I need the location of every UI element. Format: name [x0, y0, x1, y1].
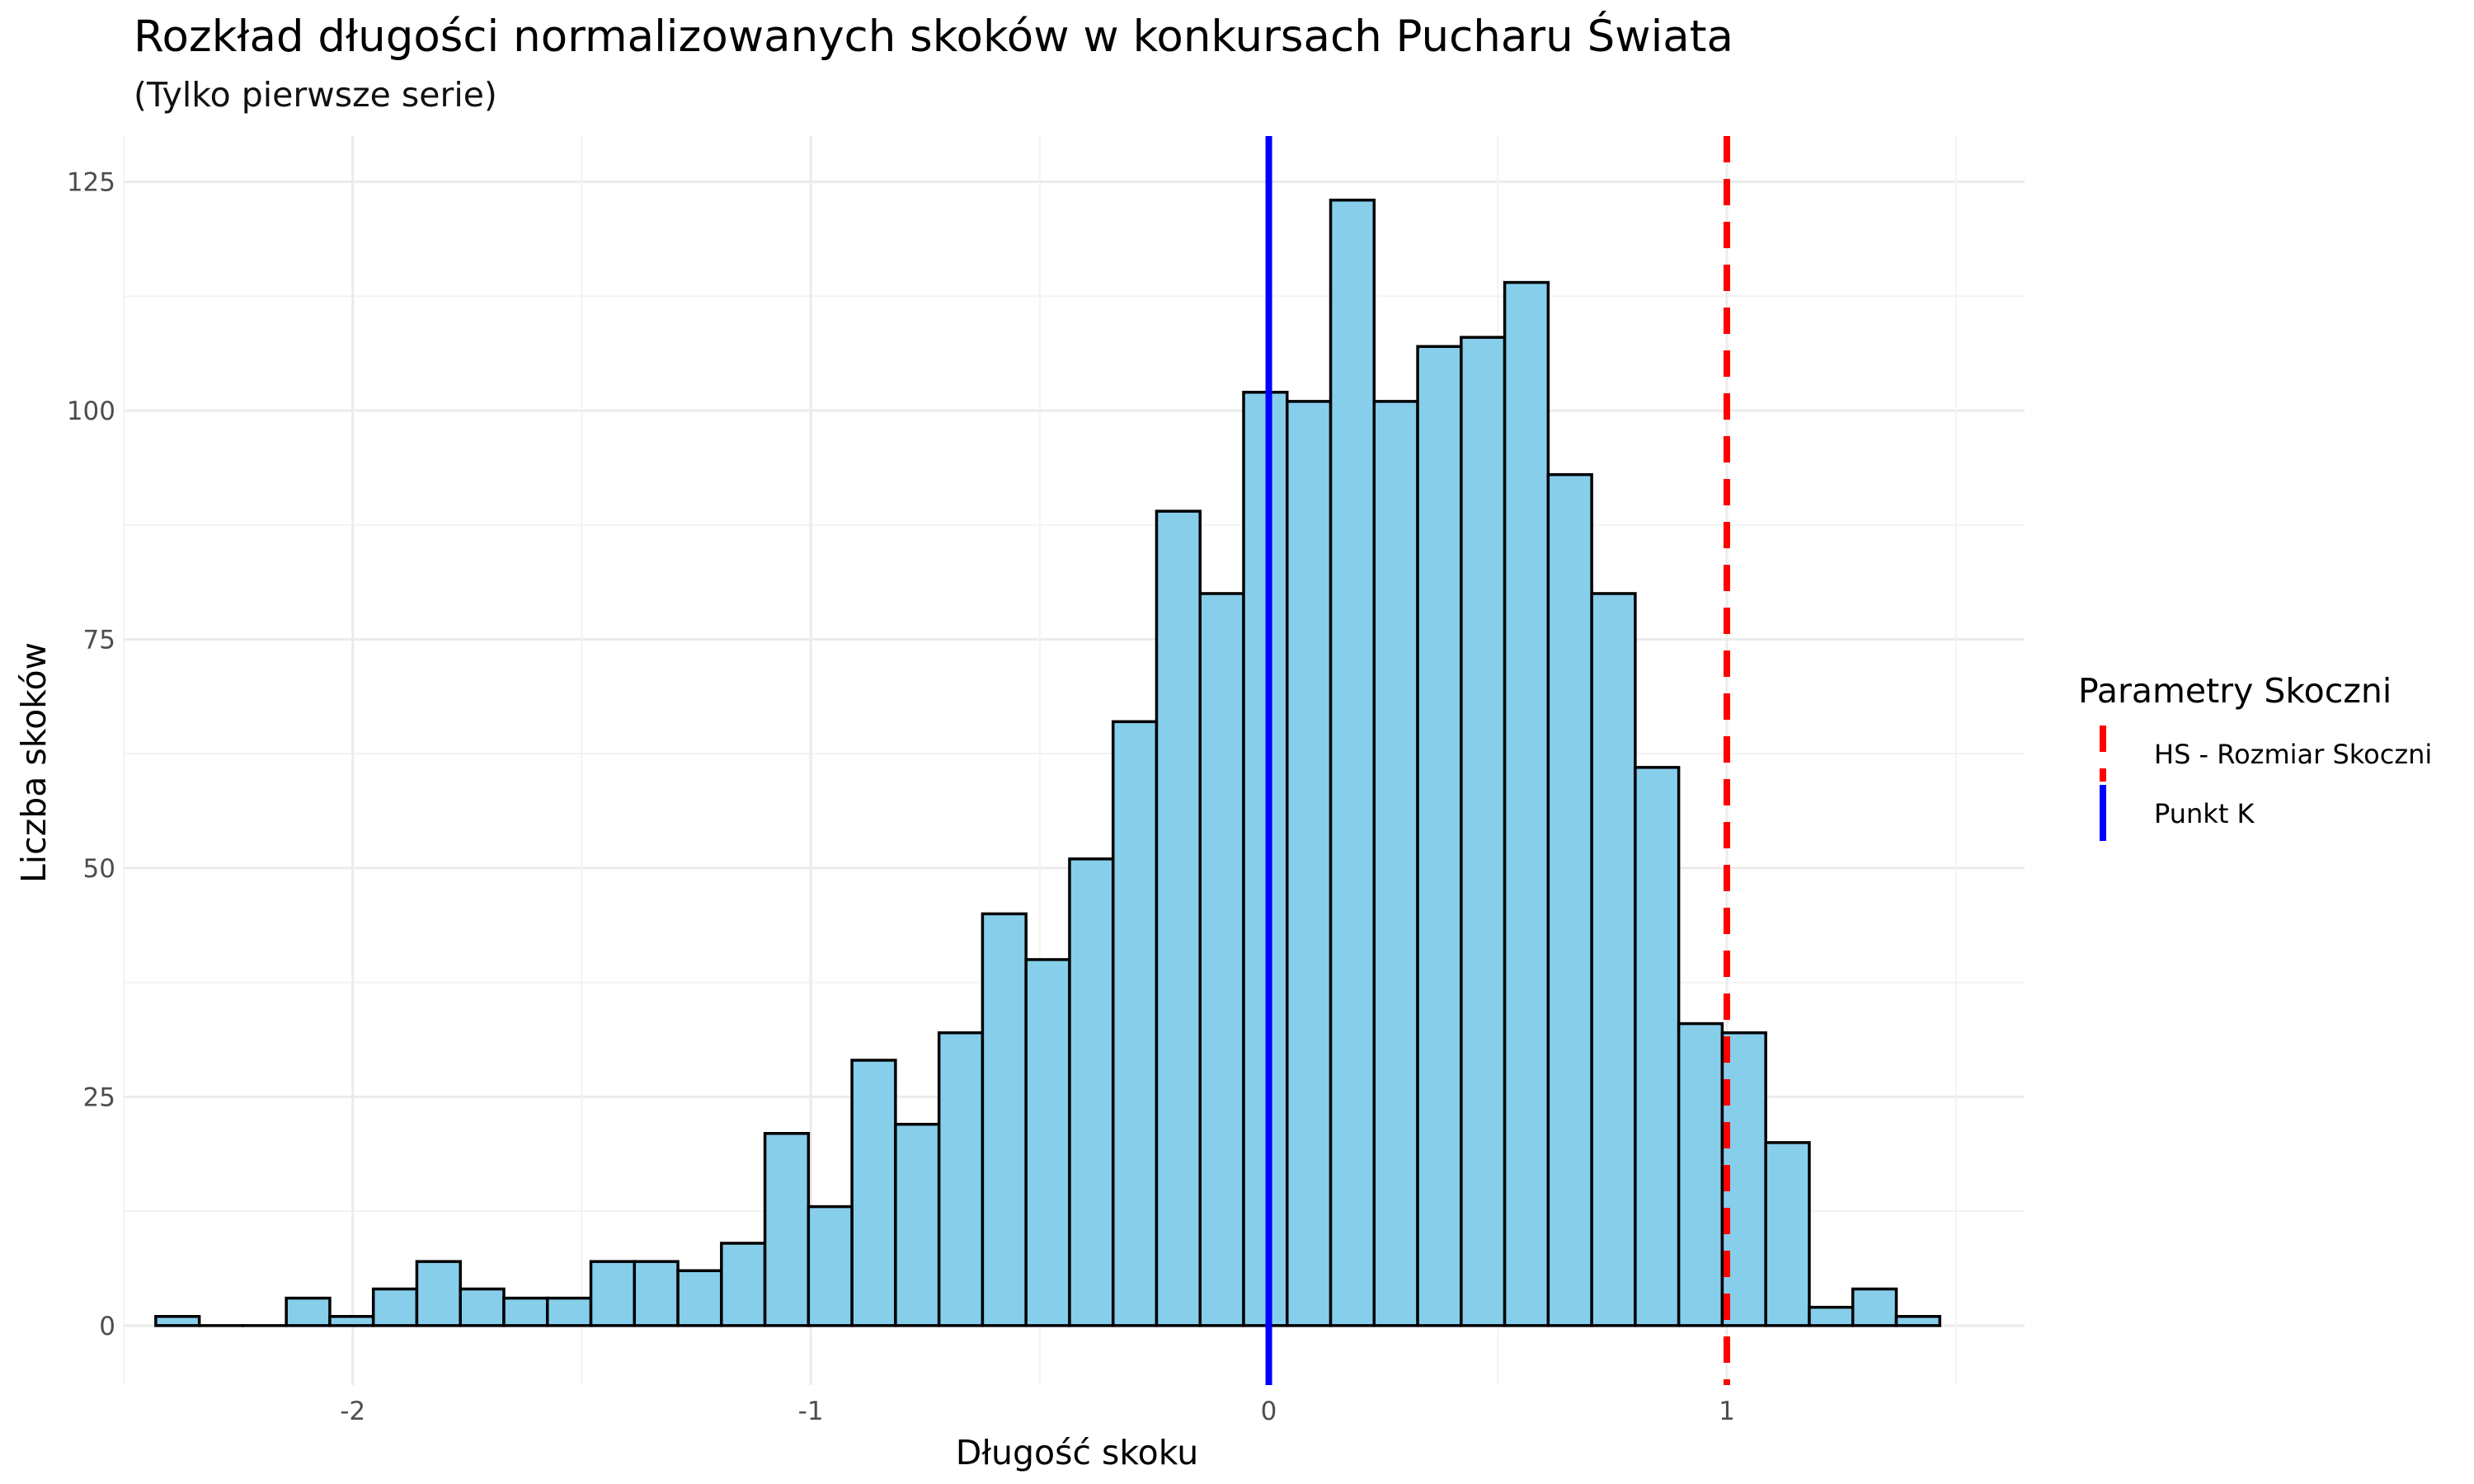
histogram-bar [1024, 958, 1071, 1327]
histogram-bar [589, 1260, 637, 1327]
histogram-bar [1286, 400, 1333, 1327]
histogram-bar [1590, 592, 1637, 1327]
histogram-bar [1546, 472, 1593, 1327]
y-axis-ticks: 0 25 50 75 100 125 [67, 167, 115, 1341]
histogram-bar [633, 1260, 680, 1327]
x-tick-label: 1 [1719, 1397, 1735, 1426]
histogram-bar [937, 1031, 985, 1327]
histogram-bar [1677, 1021, 1724, 1327]
histogram-bar [1764, 1141, 1811, 1327]
x-axis-title: Długość skoku [956, 1433, 1198, 1472]
y-tick-label: 100 [67, 397, 115, 426]
legend-title: Parametry Skoczni [2078, 671, 2392, 711]
histogram-bar [1460, 336, 1507, 1327]
histogram-bar [850, 1059, 897, 1327]
y-tick-label: 0 [99, 1312, 115, 1341]
histogram-bar [415, 1260, 462, 1327]
x-tick-label: 0 [1261, 1397, 1277, 1426]
histogram-bar [1155, 510, 1202, 1327]
y-axis-title: Liczba skoków [14, 642, 54, 883]
histogram-bar [1329, 198, 1376, 1327]
histogram-bars [154, 198, 1941, 1327]
histogram-bar [1894, 1315, 1941, 1327]
histogram-bar [1111, 720, 1159, 1327]
histogram-bar [1198, 592, 1245, 1327]
histogram-bar [285, 1296, 332, 1327]
chart-title: Rozkład długości normalizowanych skoków … [134, 10, 1733, 62]
y-tick-label: 50 [83, 854, 115, 884]
histogram-bar [502, 1296, 549, 1327]
histogram-bar [371, 1287, 419, 1327]
histogram-bar [546, 1296, 593, 1327]
histogram-bar [1416, 345, 1463, 1327]
histogram-bar [1242, 391, 1289, 1327]
x-tick-label: -2 [340, 1397, 365, 1426]
histogram-bar [154, 1315, 201, 1327]
histogram-bar [1634, 766, 1681, 1327]
histogram-bar [763, 1132, 811, 1327]
histogram-bar [1808, 1305, 1855, 1327]
histogram-bar [1503, 280, 1550, 1327]
histogram-bar [1068, 857, 1115, 1327]
histogram-bar [894, 1122, 941, 1327]
histogram-bar [720, 1242, 767, 1327]
y-tick-label: 125 [67, 167, 115, 197]
y-tick-label: 25 [83, 1082, 115, 1112]
histogram-bar [328, 1315, 375, 1327]
x-tick-label: -1 [798, 1397, 824, 1426]
histogram-bar [1851, 1287, 1898, 1327]
chart-subtitle: (Tylko pierwsze serie) [134, 75, 497, 115]
y-tick-label: 75 [83, 625, 115, 655]
legend-label: Punkt K [2154, 798, 2255, 829]
histogram-bar [676, 1269, 723, 1327]
legend: Parametry Skoczni HS - Rozmiar Skoczni Pu… [2078, 671, 2432, 841]
histogram-bar [807, 1205, 854, 1327]
histogram-bar [459, 1287, 506, 1327]
histogram-bar [1372, 400, 1419, 1327]
x-axis-ticks: -2 -1 0 1 [340, 1397, 1735, 1426]
legend-label: HS - Rozmiar Skoczni [2154, 739, 2432, 770]
histogram-bar [981, 912, 1028, 1327]
legend-items: HS - Rozmiar Skoczni Punkt K [2100, 726, 2432, 841]
reference-lines [1265, 136, 1730, 1385]
